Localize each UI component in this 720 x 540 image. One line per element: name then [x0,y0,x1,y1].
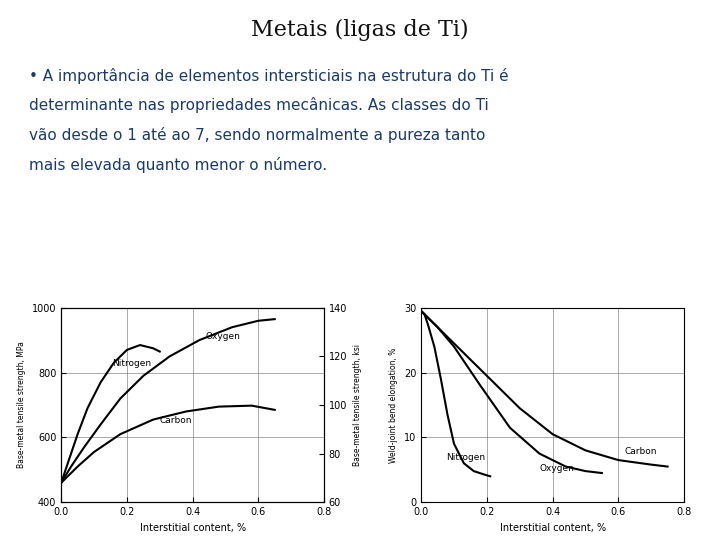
Text: vão desde o 1 até ao 7, sendo normalmente a pureza tanto: vão desde o 1 até ao 7, sendo normalment… [29,127,485,143]
Text: Oxygen: Oxygen [206,332,240,341]
Text: Carbon: Carbon [160,416,192,425]
Text: Nitrogen: Nitrogen [112,359,151,368]
Text: • A importância de elementos intersticiais na estrutura do Ti é: • A importância de elementos intersticia… [29,68,508,84]
Y-axis label: Base-metal tensile strength, ksi: Base-metal tensile strength, ksi [353,344,362,466]
Y-axis label: Base-metal tensile strength, MPa: Base-metal tensile strength, MPa [17,342,27,468]
Y-axis label: Weld-joint bend elongation, %: Weld-joint bend elongation, % [390,347,398,463]
Text: Carbon: Carbon [625,447,657,456]
X-axis label: Interstitial content, %: Interstitial content, % [140,523,246,532]
X-axis label: Interstitial content, %: Interstitial content, % [500,523,606,532]
Text: Oxygen: Oxygen [539,464,575,473]
Text: Metais (ligas de Ti): Metais (ligas de Ti) [251,19,469,41]
Text: Nitrogen: Nitrogen [446,453,485,462]
Text: determinante nas propriedades mecânicas. As classes do Ti: determinante nas propriedades mecânicas.… [29,97,489,113]
Text: mais elevada quanto menor o número.: mais elevada quanto menor o número. [29,157,327,173]
